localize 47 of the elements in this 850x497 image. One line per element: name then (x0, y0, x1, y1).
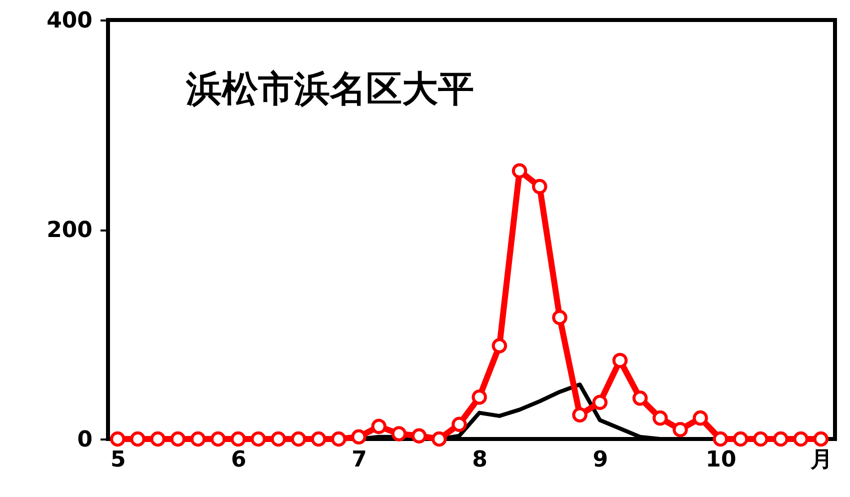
x-tick-label: 10 (706, 448, 736, 472)
point (411, 428, 427, 444)
point (512, 163, 528, 178)
point (110, 431, 126, 447)
x-tick-label: 月 (809, 448, 832, 472)
y-tick-label: 200 (46, 218, 92, 243)
point (532, 178, 548, 194)
point (150, 431, 166, 447)
point (692, 410, 708, 426)
x-tick-label: 6 (231, 448, 246, 472)
point (773, 431, 788, 447)
point (672, 422, 688, 438)
point (432, 431, 447, 447)
x-tick-label: 5 (110, 448, 126, 472)
point (290, 431, 306, 447)
point (712, 431, 728, 447)
point (190, 431, 206, 447)
point (813, 431, 829, 447)
point (250, 431, 266, 447)
point (391, 426, 407, 442)
point (753, 431, 768, 447)
point (230, 431, 246, 447)
point (270, 431, 286, 447)
point (351, 429, 366, 445)
x-tick-label: 9 (592, 448, 608, 472)
text: 浜松市浜名区大平 (185, 69, 474, 110)
point (310, 431, 326, 447)
y-tick-label: 0 (77, 428, 92, 452)
point (472, 389, 487, 405)
point (592, 394, 608, 410)
point (452, 416, 467, 432)
point (170, 431, 186, 447)
point (210, 431, 226, 447)
y-tick-label: 400 (46, 8, 92, 34)
point (371, 418, 386, 434)
point (652, 410, 668, 426)
point (130, 431, 146, 447)
point (612, 352, 628, 368)
point (632, 390, 648, 406)
point (552, 310, 568, 326)
point (572, 407, 588, 423)
x-tick-label: 8 (472, 448, 488, 472)
point (492, 338, 508, 354)
point (732, 431, 748, 447)
point (793, 431, 808, 447)
point (331, 431, 346, 447)
x-tick-label: 7 (352, 448, 367, 472)
